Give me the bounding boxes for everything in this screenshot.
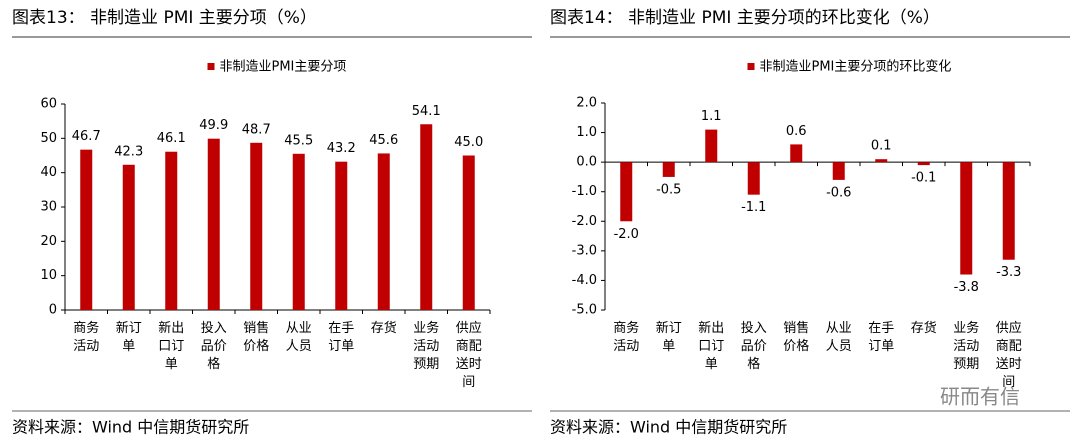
y-tick-label: -2.0: [572, 214, 597, 229]
bar: [960, 162, 973, 275]
x-tick-label: 商务活动: [613, 320, 639, 354]
value-label: 46.1: [157, 131, 186, 146]
x-tick-label: 在手订单: [328, 321, 354, 354]
y-tick-label: 2.0: [576, 96, 597, 111]
value-label: -3.8: [954, 280, 979, 295]
value-label: 46.7: [72, 129, 101, 144]
x-tick-label: 从业人员: [826, 321, 852, 354]
y-tick-label: -1.0: [572, 184, 597, 199]
value-label: 42.3: [114, 144, 143, 159]
value-label: -3.3: [996, 265, 1021, 280]
x-tick-label: 存货: [371, 320, 397, 336]
x-tick-label: 投入品价格: [201, 320, 227, 372]
bar: [420, 124, 433, 310]
x-tick-label: 新出口订单: [698, 320, 724, 372]
bar: [705, 129, 718, 163]
x-tick-label: 销售价格: [783, 320, 809, 354]
y-tick-label: -4.0: [572, 273, 597, 288]
y-tick-label: 0.0: [576, 155, 597, 170]
x-tick-label: 供应商配送时间: [996, 320, 1022, 390]
value-label: -2.0: [614, 227, 639, 242]
bar: [335, 161, 348, 310]
bar: [80, 149, 93, 310]
bar: [165, 151, 178, 310]
bar: [377, 153, 390, 310]
y-tick-label: 50: [40, 131, 57, 146]
value-label: 54.1: [412, 104, 441, 119]
bar: [250, 142, 263, 310]
y-tick-label: -5.0: [572, 303, 597, 318]
source: 资料来源：Wind 中信期货研究所: [12, 418, 249, 437]
y-tick-label: 20: [40, 234, 57, 249]
chart-title: 图表14： 非制造业 PMI 主要分项的环比变化（%）: [550, 8, 940, 28]
bar: [917, 162, 930, 166]
x-tick-label: 投入品价格: [741, 320, 767, 372]
x-tick-label: 存货: [911, 320, 937, 336]
bar: [207, 138, 220, 310]
value-label: 1.1: [701, 109, 722, 124]
y-tick-label: 0: [49, 303, 57, 318]
value-label: 45.5: [284, 133, 313, 148]
value-label: -1.1: [741, 200, 766, 215]
y-tick-label: 40: [40, 165, 57, 180]
x-tick-label: 在手订单: [868, 321, 894, 354]
value-label: 48.7: [242, 122, 271, 137]
y-tick-label: 1.0: [576, 125, 597, 140]
legend-label: 非制造业PMI主要分项: [220, 60, 347, 75]
x-tick-label: 新订单: [656, 320, 682, 354]
legend-swatch: [207, 63, 215, 70]
value-label: 0.1: [871, 139, 892, 154]
bar: [462, 155, 475, 310]
bar: [662, 162, 675, 177]
bar: [875, 159, 888, 163]
value-label: -0.1: [911, 171, 936, 186]
value-label: -0.5: [656, 182, 681, 197]
bar: [747, 162, 760, 195]
bar: [292, 153, 305, 310]
bar: [832, 162, 845, 180]
x-tick-label: 从业人员: [286, 321, 312, 354]
value-label: 43.2: [327, 141, 356, 156]
source: 资料来源：Wind 中信期货研究所: [550, 418, 787, 437]
x-tick-label: 新出口订单: [158, 320, 184, 372]
value-label: -0.6: [826, 185, 851, 200]
watermark: 研而有信: [940, 385, 1020, 409]
value-label: 0.6: [786, 124, 807, 139]
x-tick-label: 业务活动预期: [413, 320, 439, 372]
bar: [122, 164, 135, 310]
legend-swatch: [747, 63, 755, 70]
bar: [1002, 162, 1015, 260]
y-tick-label: 10: [40, 268, 57, 283]
x-tick-label: 供应商配送时间: [456, 320, 482, 390]
value-label: 49.9: [199, 118, 228, 133]
y-tick-label: 60: [40, 97, 57, 112]
x-tick-label: 销售价格: [243, 320, 269, 354]
y-tick-label: 30: [40, 200, 57, 215]
bar: [620, 162, 633, 222]
y-tick-label: -3.0: [572, 243, 597, 258]
chart-title: 图表13： 非制造业 PMI 主要分项（%）: [12, 8, 317, 28]
x-tick-label: 新订单: [116, 320, 142, 354]
x-tick-label: 业务活动预期: [953, 320, 979, 372]
x-tick-label: 商务活动: [73, 320, 99, 354]
value-label: 45.6: [369, 133, 398, 148]
bar: [790, 144, 803, 163]
legend-label: 非制造业PMI主要分项的环比变化: [760, 59, 952, 75]
value-label: 45.0: [454, 135, 483, 150]
